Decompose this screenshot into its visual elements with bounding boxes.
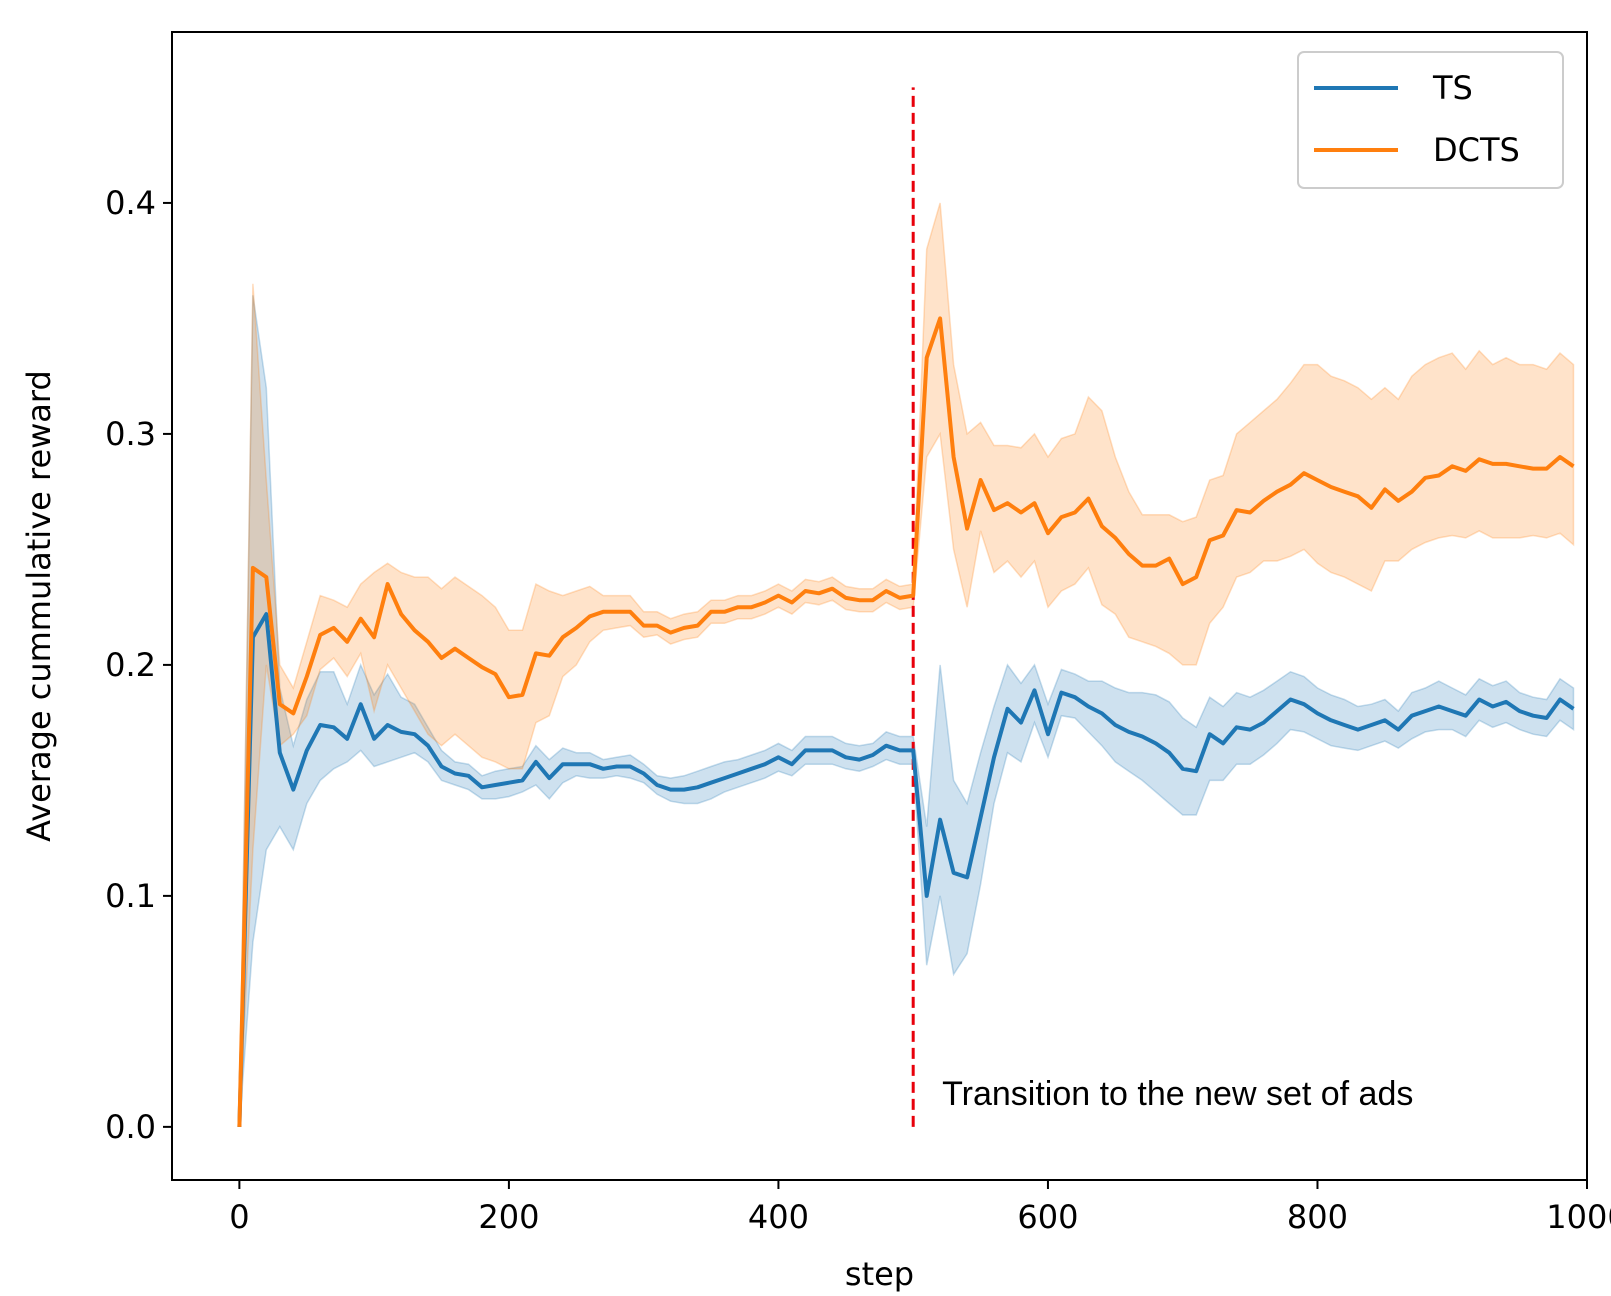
x-tick-label: 600 bbox=[1017, 1198, 1078, 1236]
x-axis-label: step bbox=[845, 1255, 914, 1293]
y-tick-label: 0.2 bbox=[105, 646, 156, 684]
x-tick-label: 400 bbox=[748, 1198, 809, 1236]
series-lines bbox=[237, 316, 1575, 1127]
series-line-dcts bbox=[237, 316, 1575, 1127]
legend: TS DCTS bbox=[1297, 51, 1564, 189]
y-tick-label: 0.3 bbox=[105, 415, 156, 453]
series-line-ts bbox=[237, 612, 1575, 1127]
x-tick-label: 0 bbox=[229, 1198, 249, 1236]
plot-area-frame bbox=[171, 31, 1588, 1181]
y-tick-label: 0.4 bbox=[105, 184, 156, 222]
y-axis-label: Average cummulative reward bbox=[20, 370, 58, 842]
band-dcts bbox=[238, 202, 1575, 1127]
x-tick-label: 200 bbox=[478, 1198, 539, 1236]
x-tick-label: 800 bbox=[1287, 1198, 1348, 1236]
y-tick-label: 0.1 bbox=[105, 877, 156, 915]
legend-box bbox=[1297, 51, 1564, 189]
transition-annotation: Transition to the new set of ads bbox=[942, 1075, 1413, 1113]
legend-label-dcts: DCTS bbox=[1433, 131, 1520, 169]
y-tick-label: 0.0 bbox=[105, 1108, 156, 1146]
legend-label-ts: TS bbox=[1432, 69, 1473, 107]
y-axis-ticks: 0.0 0.1 0.2 0.3 0.4 bbox=[105, 184, 172, 1146]
